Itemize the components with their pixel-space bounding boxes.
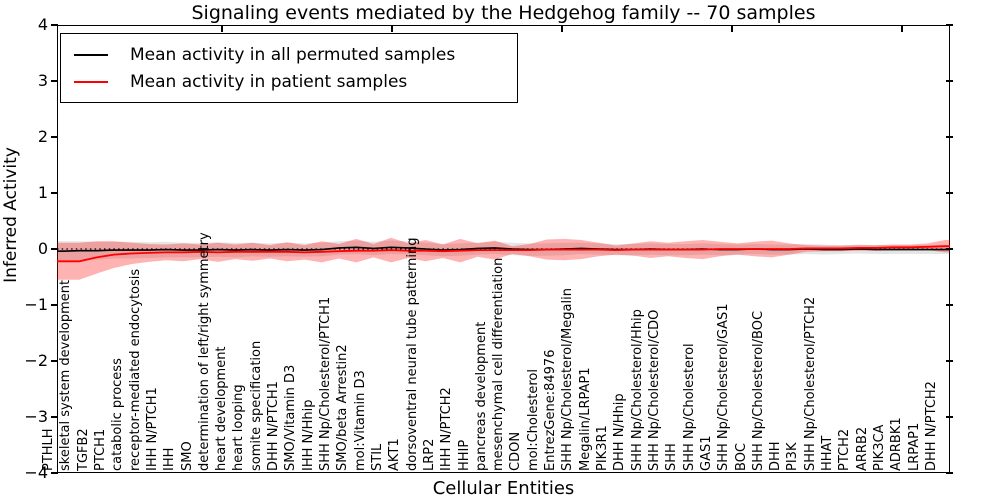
x-axis-label: Cellular Entities (432, 478, 575, 499)
y-axis-label: Inferred Activity (1, 147, 21, 283)
entity-tick-label: LRPAP1 (906, 422, 922, 471)
ytick-label: −1 (24, 295, 48, 314)
ytick-label: 0 (37, 239, 48, 258)
ytick-label: 3 (37, 71, 48, 90)
right-ytick (946, 24, 953, 26)
entity-tick-label: heart looping (231, 384, 247, 471)
entity-tick-label: SHH Np/Cholesterol/GAS1 (716, 303, 732, 471)
ytick-label: 2 (37, 127, 48, 146)
top-xtick (561, 26, 563, 32)
entity-tick-label: receptor-mediated endocytosis (127, 268, 143, 471)
chart-title: Signaling events mediated by the Hedgeho… (191, 2, 816, 24)
entity-tick-label: catabolic process (110, 358, 126, 471)
entity-tick-label: IHH N/Hhip (300, 399, 316, 472)
entity-tick-label: GAS1 (698, 435, 714, 472)
entity-tick-label: HHIP (456, 439, 472, 471)
ytick-label: −4 (24, 463, 48, 482)
legend-item-patient: Mean activity in patient samples (74, 68, 509, 95)
left-ytick (51, 80, 58, 82)
left-ytick (51, 304, 58, 306)
entity-tick-label: IHH (162, 447, 178, 471)
entity-tick-label: SHH (664, 443, 680, 471)
entity-tick-label: SHH Np/Cholesterol/CDO (646, 309, 662, 471)
entity-tick-label: determination of left/right symmetry (196, 232, 212, 471)
plot-canvas (57, 237, 950, 280)
entity-tick-label: dorsoventral neural tube patterning (404, 237, 420, 471)
entity-tick-label: SHH Np/Cholesterol/Megalin (560, 288, 576, 471)
left-ytick (51, 360, 58, 362)
top-xtick (221, 26, 223, 32)
entity-tick-label: AKT1 (387, 438, 403, 471)
entity-tick-label: pancreas development (473, 321, 489, 471)
legend: Mean activity in all permuted samples Me… (60, 33, 518, 103)
entity-tick-label: SHH Np/Cholesterol/BOC (750, 310, 766, 471)
legend-label-permuted: Mean activity in all permuted samples (130, 44, 456, 65)
right-ytick (946, 248, 953, 250)
entity-tick-label: DHH (768, 441, 784, 471)
entity-tick-label: PTHLH (41, 428, 56, 471)
entity-tick-label: SMO/beta Arrestin2 (335, 344, 351, 471)
right-ytick (946, 192, 953, 194)
entity-tick-label: ADRBK1 (889, 417, 905, 471)
entity-tick-label: DHH N/PTCH2 (924, 381, 939, 471)
right-ytick (946, 80, 953, 82)
entity-tick-label: SHH Np/Cholesterol (681, 343, 697, 471)
ytick-label: −3 (24, 407, 48, 426)
right-ytick (946, 304, 953, 306)
entity-tick-label: CDON (508, 431, 524, 471)
entity-tick-label: PTCH1 (92, 428, 108, 471)
left-ytick (51, 192, 58, 194)
patient-line-sample-icon (74, 80, 108, 83)
right-ytick (946, 416, 953, 418)
entity-tick-label: EntrezGene:84976 (543, 349, 559, 471)
right-ytick (946, 472, 953, 474)
entity-tick-label: skeletal system development (58, 279, 74, 471)
right-ytick (946, 136, 953, 138)
entity-tick-label: SMO/Vitamin D3 (283, 364, 299, 471)
entity-tick-label: Megalin/LRPAP1 (577, 367, 593, 471)
entity-tick-label: LRP2 (421, 438, 437, 471)
right-ytick (946, 360, 953, 362)
left-ytick (51, 248, 58, 250)
top-xtick (901, 26, 903, 32)
left-ytick (51, 472, 58, 474)
entity-tick-label: mol:Cholesterol (525, 369, 541, 471)
ytick-label: 1 (37, 183, 48, 202)
entity-tick-label: DHH N/PTCH1 (266, 381, 282, 471)
entity-tick-label: SMO (179, 441, 195, 471)
ytick-label: −2 (24, 351, 48, 370)
entity-tick-label: DHH N/Hhip (612, 393, 628, 471)
left-ytick (51, 416, 58, 418)
entity-tick-label: heart development (214, 346, 230, 471)
entity-tick-label: IHH N/PTCH1 (144, 387, 160, 471)
entity-tick-label: PIK3CA (872, 424, 888, 471)
entity-tick-label: mesenchymal cell differentiation (491, 257, 507, 471)
legend-label-patient: Mean activity in patient samples (130, 71, 408, 92)
left-ytick (51, 136, 58, 138)
left-ytick (51, 24, 58, 26)
entity-tick-label: mol:Vitamin D3 (352, 370, 368, 471)
patient-mean-line (57, 245, 950, 263)
top-xtick (731, 26, 733, 32)
ytick-label: 4 (37, 15, 48, 34)
entity-tick-label: somite specification (248, 340, 264, 471)
top-xtick (391, 26, 393, 32)
entity-tick-label: PI3K (785, 442, 801, 471)
entity-tick-label: PTCH2 (837, 428, 853, 471)
entity-tick-label: STIL (369, 443, 385, 471)
entity-tick-label: HHAT (820, 435, 836, 471)
entity-tick-label: TGFB2 (75, 428, 91, 471)
entity-tick-label: SHH Np/Cholesterol/PTCH1 (318, 296, 334, 471)
entity-tick-label: SHH Np/Cholesterol/PTCH2 (802, 296, 818, 471)
entity-tick-label: SHH Np/Cholesterol/Hhip (629, 309, 645, 471)
entity-tick-label: ARRB2 (854, 426, 870, 471)
entity-tick-label: IHH N/PTCH2 (439, 387, 455, 471)
legend-item-permuted: Mean activity in all permuted samples (74, 41, 509, 68)
entity-tick-label: PIK3R1 (595, 425, 611, 471)
entity-tick-label: BOC (733, 443, 749, 471)
permuted-line-sample-icon (74, 53, 108, 56)
